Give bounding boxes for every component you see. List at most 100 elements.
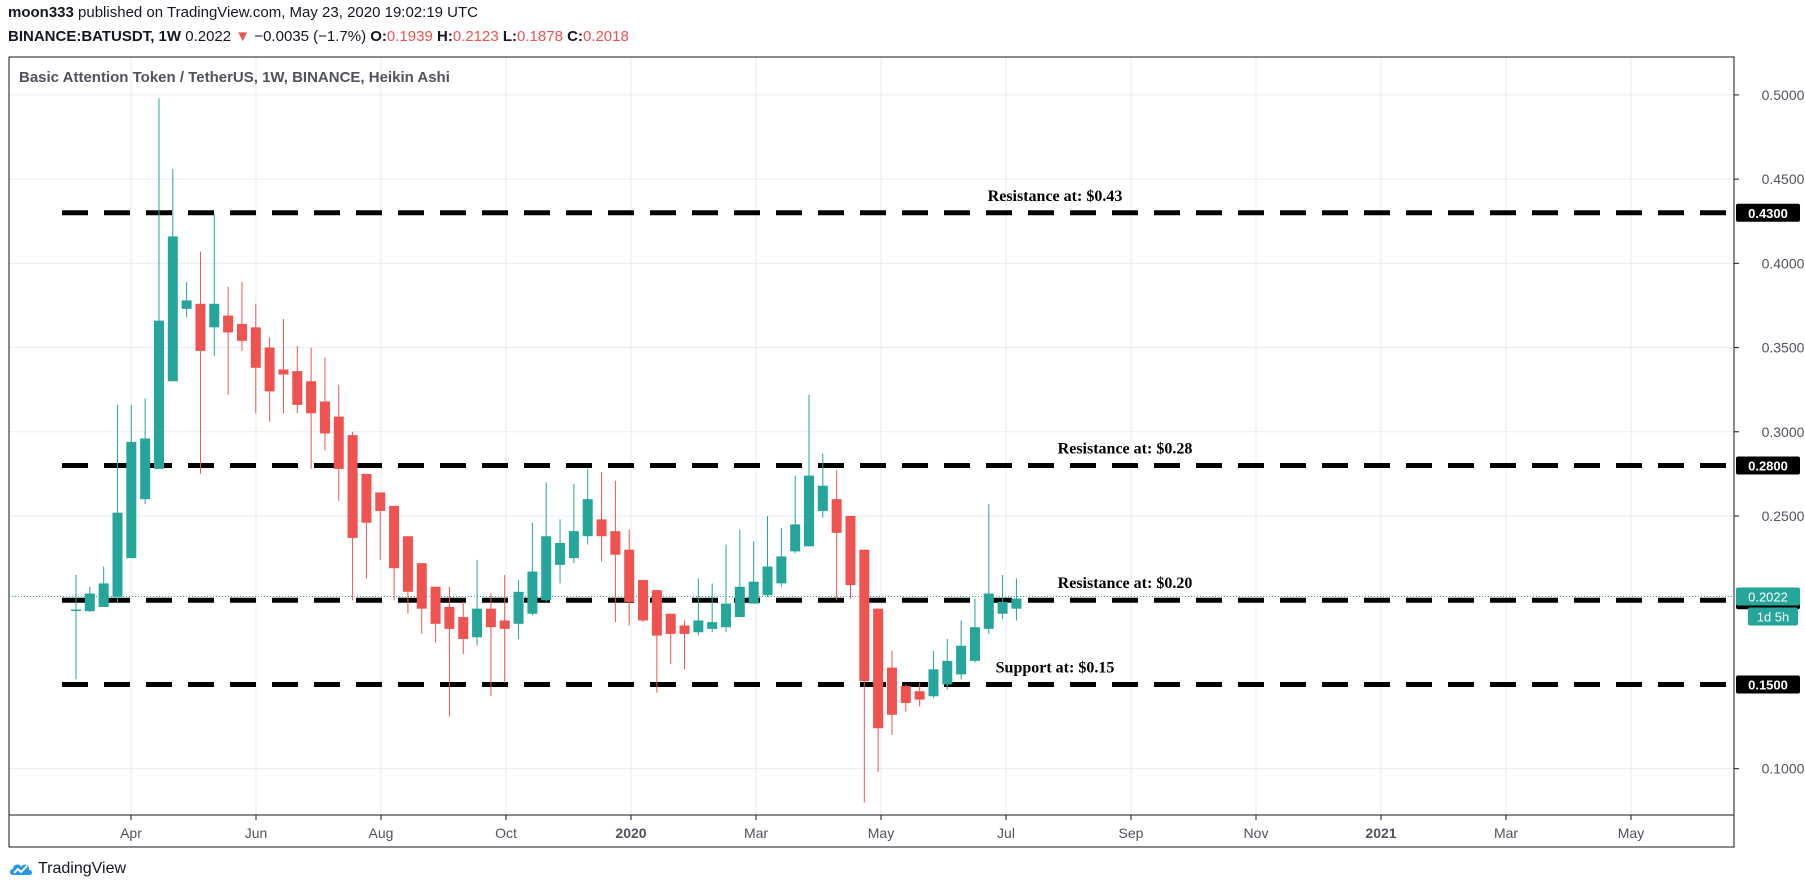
level-price-tag-text: 0.2800 [1748, 458, 1788, 473]
candle-body [942, 660, 953, 685]
candle-body [555, 542, 566, 565]
candle-body [347, 435, 358, 538]
candle-body [762, 566, 773, 596]
tradingview-cloud-icon [10, 864, 32, 875]
time-tick-label: 2021 [1365, 825, 1396, 841]
low-value: 0.1878 [517, 28, 563, 45]
candle-body [610, 531, 621, 555]
candle-body [430, 586, 441, 624]
candle-body [126, 441, 137, 559]
candle-body [361, 473, 372, 523]
candle-body [513, 591, 524, 624]
candle-body [444, 606, 455, 629]
publish-info: moon333 published on TradingView.com, Ma… [8, 4, 478, 21]
candle-body [84, 593, 95, 612]
candle-body [1011, 598, 1022, 609]
time-tick-label: Nov [1244, 825, 1269, 841]
candle-body [568, 531, 579, 559]
candle-body [71, 609, 81, 611]
candle-body [817, 485, 828, 511]
candles [71, 98, 1022, 803]
countdown-tag [1748, 607, 1798, 626]
candle-body [900, 686, 911, 703]
time-tick-label: Aug [369, 825, 394, 841]
candle-body [790, 524, 801, 552]
candle-body [831, 499, 842, 533]
candle-body [333, 416, 344, 469]
candle-body [873, 608, 884, 729]
time-tick-label: Mar [744, 825, 768, 841]
open-label: O: [370, 28, 387, 45]
price-tick-label: 0.5000 [1762, 87, 1805, 103]
candle-body [624, 549, 635, 602]
low-label: L: [502, 28, 518, 45]
price-tick-label: 0.4000 [1762, 255, 1805, 271]
level-price-tag [1736, 675, 1800, 694]
time-tick-label: Oct [495, 825, 517, 841]
candle-body [236, 323, 247, 341]
candle-body [472, 608, 483, 638]
candle-body [679, 625, 690, 634]
candle-body [250, 327, 261, 368]
candle-body [596, 519, 607, 537]
candle-body [209, 303, 220, 328]
candle-body [140, 438, 151, 500]
level-label: Resistance at: $0.28 [1058, 440, 1193, 457]
candle-body [707, 622, 718, 629]
last-price-tag [1736, 587, 1800, 606]
candle-body [389, 505, 400, 569]
time-tick-label: Jul [997, 825, 1015, 841]
candle-body [638, 580, 649, 621]
time-tick-label: Mar [1494, 825, 1518, 841]
candle-body [845, 516, 856, 586]
time-tick-label: Jun [245, 825, 268, 841]
change-down-icon: ▼ [235, 28, 251, 45]
candle-body [859, 549, 870, 682]
price-tick-label: 0.1000 [1762, 761, 1805, 777]
candle-body [278, 369, 289, 375]
level-price-tag-text: 0.1500 [1748, 677, 1788, 692]
last-price-tag-text: 0.2022 [1748, 590, 1788, 605]
candle-body [983, 593, 994, 629]
candle-body [181, 300, 192, 309]
candle-body [485, 608, 496, 628]
high-value: 0.2123 [452, 28, 499, 45]
author-name[interactable]: moon333 [8, 4, 74, 21]
candle-body [582, 499, 593, 537]
time-tick-label: Sep [1119, 825, 1144, 841]
candle-body [112, 512, 123, 597]
grid [9, 57, 1734, 815]
candle-body [98, 583, 109, 607]
level-price-tag [1736, 456, 1800, 475]
plot-frame [8, 56, 1735, 848]
countdown-tag-text: 1d 5h [1757, 610, 1790, 625]
candle-body [721, 603, 732, 628]
price-axis: 0.5000 0.4500 0.4000 0.3500 0.3000 0.2500 0.10… [1734, 87, 1805, 777]
candle-body [886, 667, 897, 715]
tradingview-logo[interactable]: TradingView [8, 860, 126, 878]
close-label: C: [567, 28, 583, 45]
candle-body [153, 320, 164, 469]
candle-body [375, 492, 386, 511]
candle-body [306, 381, 317, 414]
time-tick-label: May [1618, 825, 1644, 841]
level-label: Resistance at: $0.20 [1058, 575, 1193, 592]
candle-body [541, 536, 552, 601]
candle-body [264, 347, 275, 392]
chart-title: Basic Attention Token / TetherUS, 1W, BI… [19, 69, 450, 86]
price-tick-label: 0.3500 [1762, 340, 1805, 356]
candle-body [693, 620, 704, 633]
candle-body [416, 563, 427, 609]
candle-body [665, 613, 676, 634]
candle-body [458, 617, 469, 639]
time-tick-label: Apr [120, 825, 142, 841]
candle-body [499, 620, 510, 629]
high-label: H: [436, 28, 453, 45]
candle-body [319, 401, 330, 434]
close-value: 0.2018 [582, 28, 629, 45]
candle-body [956, 645, 967, 675]
symbol-info: BINANCE:BATUSDT, 1W 0.2022 ▼ −0.0035 (−1… [8, 28, 629, 45]
level-label: Resistance at: $0.43 [988, 188, 1123, 205]
candle-body [748, 581, 759, 604]
